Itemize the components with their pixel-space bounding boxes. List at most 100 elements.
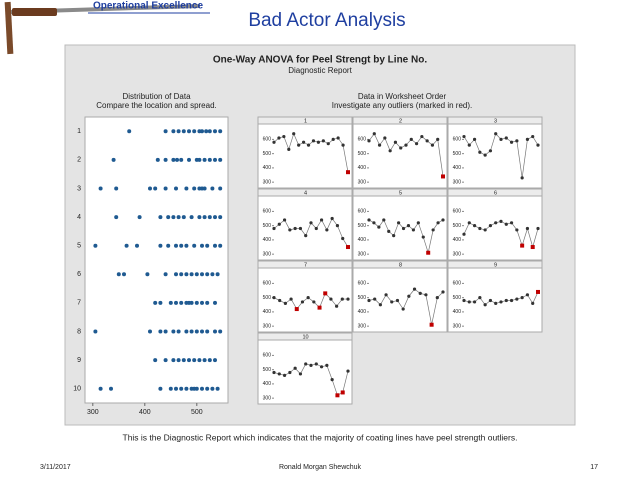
dot [205, 300, 210, 305]
panel-title: 9 [494, 262, 497, 268]
plot-area [84, 116, 229, 404]
dot [168, 386, 173, 391]
point [340, 297, 344, 301]
dot [200, 329, 204, 334]
dot [181, 129, 186, 134]
outlier-point [346, 245, 350, 250]
dot [213, 243, 217, 248]
point [397, 221, 401, 225]
point [272, 370, 276, 375]
dot [184, 329, 189, 334]
point [515, 228, 519, 232]
point [494, 221, 498, 225]
x-tick-label: 300 [87, 409, 99, 416]
point [504, 298, 508, 303]
panel [257, 260, 353, 333]
point [509, 298, 514, 303]
point [483, 228, 487, 232]
footer-date: 3/11/2017 [40, 464, 71, 471]
dot [205, 243, 210, 248]
dot [124, 243, 129, 248]
dot [155, 157, 160, 162]
y-tick-label: 400 [263, 309, 272, 315]
point [478, 150, 482, 154]
y-tick-label: 600 [358, 137, 367, 143]
y-tick-label: 300 [263, 251, 272, 257]
dot [202, 157, 207, 162]
dot [176, 215, 181, 220]
point [319, 218, 324, 222]
dot [176, 129, 181, 134]
point [382, 218, 386, 222]
point [425, 139, 429, 143]
point [441, 218, 445, 222]
point [472, 137, 477, 141]
point [504, 136, 508, 140]
point [272, 296, 276, 300]
panel [447, 116, 543, 189]
dot [168, 300, 173, 305]
point [329, 297, 333, 301]
dot [197, 358, 202, 363]
dot [189, 300, 194, 305]
y-tick-label: 9 [77, 357, 81, 364]
dot [174, 272, 178, 277]
series-line [368, 219, 444, 255]
dot [207, 157, 212, 162]
point [312, 300, 316, 304]
dot [187, 157, 191, 162]
dot [145, 272, 150, 277]
point [298, 226, 303, 231]
y-tick-label: 500 [453, 223, 462, 229]
dot [207, 215, 212, 220]
panel-header [447, 260, 543, 269]
point [282, 134, 286, 139]
point [515, 297, 519, 301]
panel-header [257, 260, 353, 269]
dot [176, 358, 181, 363]
point [467, 300, 471, 304]
point [346, 369, 350, 373]
dot [153, 186, 158, 191]
point [395, 298, 400, 303]
dot [184, 386, 189, 391]
y-tick-label: 500 [263, 151, 272, 157]
point [325, 228, 329, 232]
chart-subtitle: Investigate any outliers (marked in red)… [332, 101, 473, 110]
point [401, 226, 406, 231]
dot [189, 215, 194, 220]
point [288, 370, 292, 375]
dot [171, 157, 176, 162]
y-tick-label: 600 [453, 209, 462, 215]
dot [194, 386, 199, 391]
point [472, 224, 477, 228]
dot [158, 386, 163, 391]
point [436, 221, 440, 225]
dot [171, 129, 176, 134]
y-tick-label: 400 [263, 237, 272, 243]
point [499, 219, 503, 223]
dot [109, 386, 113, 391]
dot [179, 300, 184, 305]
point [488, 224, 493, 228]
point [282, 218, 287, 222]
y-tick-label: 400 [453, 237, 462, 243]
point [401, 307, 405, 311]
point [520, 296, 524, 300]
point [478, 226, 482, 231]
point [330, 378, 334, 382]
y-tick-label: 10 [73, 386, 81, 393]
report-title: One-Way ANOVA for Peel Strengt by Line N… [213, 55, 428, 66]
dot [179, 243, 184, 248]
dot [192, 186, 197, 191]
point [436, 137, 440, 141]
point [277, 372, 281, 376]
outlier-point [317, 305, 322, 310]
point [441, 290, 445, 294]
point [378, 303, 382, 307]
y-tick-label: 400 [453, 165, 462, 171]
point [407, 294, 411, 298]
point [282, 373, 287, 377]
dot [181, 358, 186, 363]
outlier-point [441, 174, 445, 179]
